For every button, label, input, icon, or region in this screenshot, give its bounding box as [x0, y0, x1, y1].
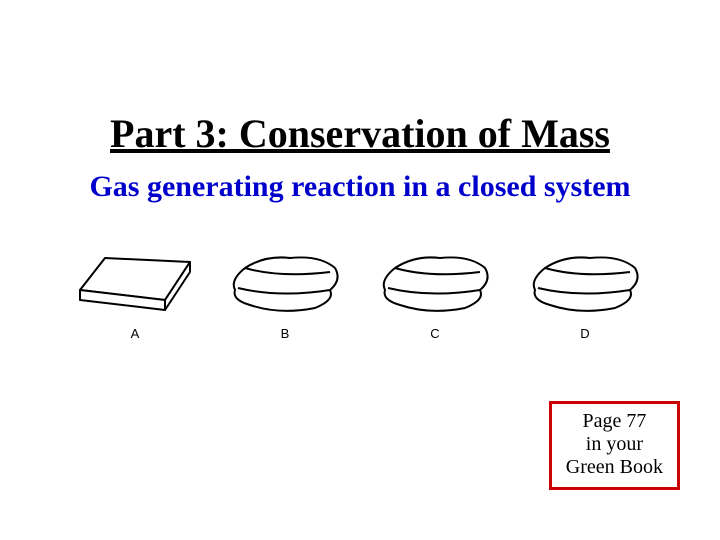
slide-subtitle: Gas generating reaction in a closed syst… [0, 170, 720, 204]
bag-inflated-icon [520, 250, 650, 320]
bag-label: A [131, 326, 140, 341]
callout-line: in your [566, 433, 663, 456]
page-reference-callout: Page 77 in your Green Book [549, 401, 680, 490]
bag-item-a: A [70, 250, 200, 341]
bag-item-d: D [520, 250, 650, 341]
bag-label: D [580, 326, 589, 341]
bag-item-c: C [370, 250, 500, 341]
bag-diagram-row: A B C [70, 250, 650, 341]
bag-flat-icon [70, 250, 200, 320]
bag-inflated-icon [220, 250, 350, 320]
bag-inflated-icon [370, 250, 500, 320]
callout-line: Green Book [566, 456, 663, 479]
slide-title: Part 3: Conservation of Mass [0, 110, 720, 157]
bag-item-b: B [220, 250, 350, 341]
bag-label: B [281, 326, 290, 341]
callout-line: Page 77 [566, 410, 663, 433]
bag-label: C [430, 326, 439, 341]
